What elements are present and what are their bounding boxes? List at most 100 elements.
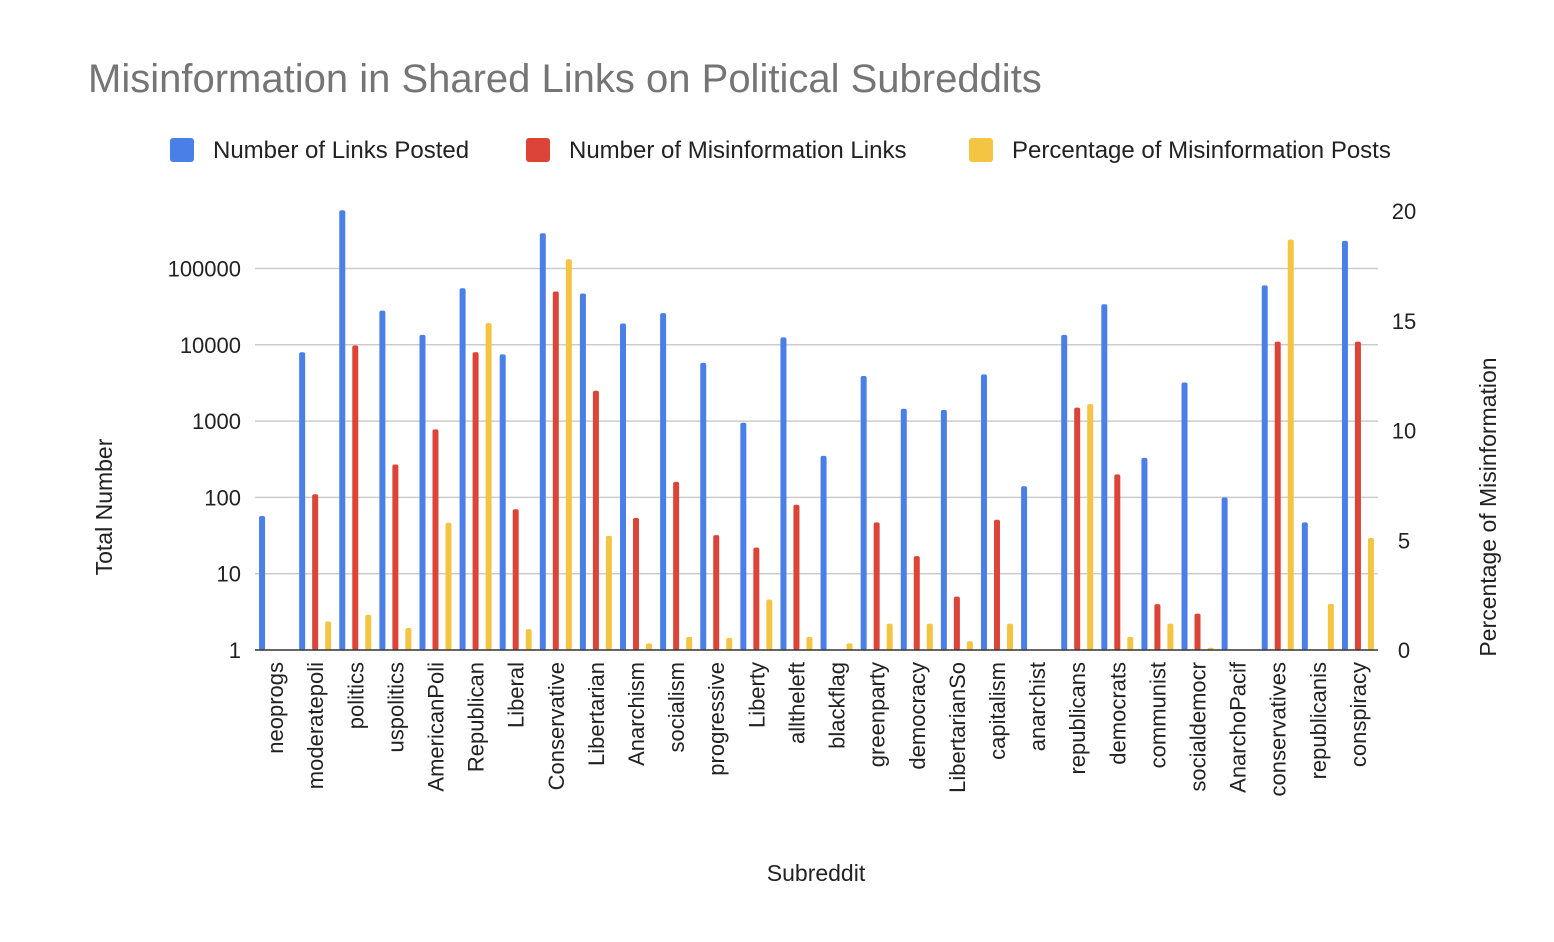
y-tick-label: 10000 <box>180 333 241 358</box>
x-category-label: Conservative <box>544 662 569 790</box>
bar-misinfo <box>352 345 359 650</box>
x-category-label: blackflag <box>825 662 850 749</box>
x-category-label: conservatives <box>1266 662 1291 797</box>
x-category-label: neoprogs <box>263 662 288 754</box>
bar-misinfo <box>1074 407 1081 650</box>
bars <box>259 210 1374 651</box>
legend-label-links: Number of Links Posted <box>213 137 469 164</box>
y-tick-label: 10 <box>217 562 241 587</box>
x-category-label: socialdemocr <box>1186 662 1211 792</box>
bar-links <box>419 334 426 650</box>
x-axis-title: Subreddit <box>767 860 866 886</box>
bar-links <box>1301 522 1308 650</box>
bar-links <box>700 362 707 650</box>
x-category-label: Libertarian <box>584 662 609 766</box>
legend-swatch-misinfo <box>526 138 550 162</box>
chart-title: Misinformation in Shared Links on Politi… <box>88 57 1042 101</box>
bar-links <box>579 293 586 650</box>
x-category-label: uspolitics <box>383 662 408 752</box>
y2-tick-label: 10 <box>1392 419 1416 444</box>
x-category-label: alltheleft <box>784 662 809 744</box>
x-category-label: Republican <box>464 662 489 772</box>
bar-percentage <box>1087 404 1094 650</box>
bar-percentage <box>886 623 893 650</box>
bar-misinfo <box>753 547 760 650</box>
bar-misinfo <box>432 429 439 650</box>
y2-tick-label: 5 <box>1398 528 1410 553</box>
bar-links <box>820 455 827 650</box>
x-category-label: Liberal <box>504 662 529 728</box>
legend-swatch-percentage <box>969 138 993 162</box>
bar-misinfo <box>873 522 880 650</box>
bar-links <box>940 409 947 650</box>
x-category-label: democrats <box>1105 662 1130 765</box>
bar-percentage <box>686 636 693 650</box>
x-category-label: republicans <box>1065 662 1090 775</box>
bar-misinfo <box>512 509 519 650</box>
bar-percentage <box>365 614 372 650</box>
bar-links <box>1141 457 1148 650</box>
bar-misinfo <box>953 596 960 650</box>
bar-misinfo <box>993 519 1000 650</box>
bar-misinfo <box>312 494 319 650</box>
y-tick-label: 100000 <box>168 257 241 282</box>
x-category-label: politics <box>343 662 368 729</box>
bar-links <box>339 210 346 651</box>
bar-misinfo <box>392 464 399 650</box>
bar-links <box>1061 334 1068 650</box>
bar-links <box>660 313 667 650</box>
bar-percentage <box>1287 239 1294 650</box>
bar-percentage <box>806 636 813 650</box>
x-category-label: AmericanPoli <box>423 662 448 792</box>
legend-swatch-links <box>170 138 194 162</box>
bar-percentage <box>605 535 612 650</box>
bar-percentage <box>325 621 332 650</box>
bar-links <box>900 408 907 650</box>
bar-links <box>1021 486 1028 650</box>
legend-label-misinfo: Number of Misinformation Links <box>569 137 906 164</box>
bar-percentage <box>846 643 853 650</box>
legend-label-percentage: Percentage of Misinformation Posts <box>1012 137 1391 164</box>
bar-misinfo <box>472 352 479 650</box>
bar-misinfo <box>913 556 920 650</box>
x-category-label: communist <box>1145 662 1170 768</box>
bar-links <box>1181 382 1188 650</box>
bar-links <box>740 422 747 650</box>
bar-misinfo <box>1114 474 1121 650</box>
bar-percentage <box>1367 538 1374 650</box>
bar-misinfo <box>1194 613 1201 650</box>
bar-links <box>620 323 627 650</box>
bar-percentage <box>485 322 492 650</box>
bar-percentage <box>766 599 773 650</box>
y2-tick-label: 20 <box>1392 199 1416 224</box>
y-axis-left-title: Total Number <box>91 438 117 575</box>
bar-percentage <box>926 623 933 650</box>
bar-percentage <box>1127 636 1134 650</box>
bar-links <box>1101 304 1108 650</box>
bar-misinfo <box>592 390 599 650</box>
bar-misinfo <box>552 291 559 650</box>
y-axis-right-ticks: 0 5 10 15 20 <box>1392 199 1416 663</box>
bar-misinfo <box>713 535 720 650</box>
y-tick-label: 1000 <box>192 409 241 434</box>
bar-percentage <box>966 641 973 650</box>
bar-percentage <box>646 643 653 650</box>
y2-tick-label: 15 <box>1392 309 1416 334</box>
x-category-label: greenparty <box>865 662 890 767</box>
bar-percentage <box>445 522 452 650</box>
bar-links <box>1341 240 1348 651</box>
bar-misinfo <box>1154 604 1161 650</box>
x-category-label: capitalism <box>985 662 1010 760</box>
bar-links <box>539 233 546 650</box>
bar-percentage <box>405 628 412 650</box>
x-category-label: AnarchoPacif <box>1226 661 1251 793</box>
y2-tick-label: 0 <box>1398 638 1410 663</box>
x-category-label: conspiracy <box>1346 662 1371 767</box>
x-category-label: moderatepoli <box>303 662 328 789</box>
x-category-label: republicanis <box>1306 662 1331 779</box>
bar-misinfo <box>1274 341 1281 650</box>
bar-links <box>299 352 306 650</box>
x-axis-category-labels: neoprogs moderatepoli politics uspolitics Am… <box>263 661 1371 796</box>
